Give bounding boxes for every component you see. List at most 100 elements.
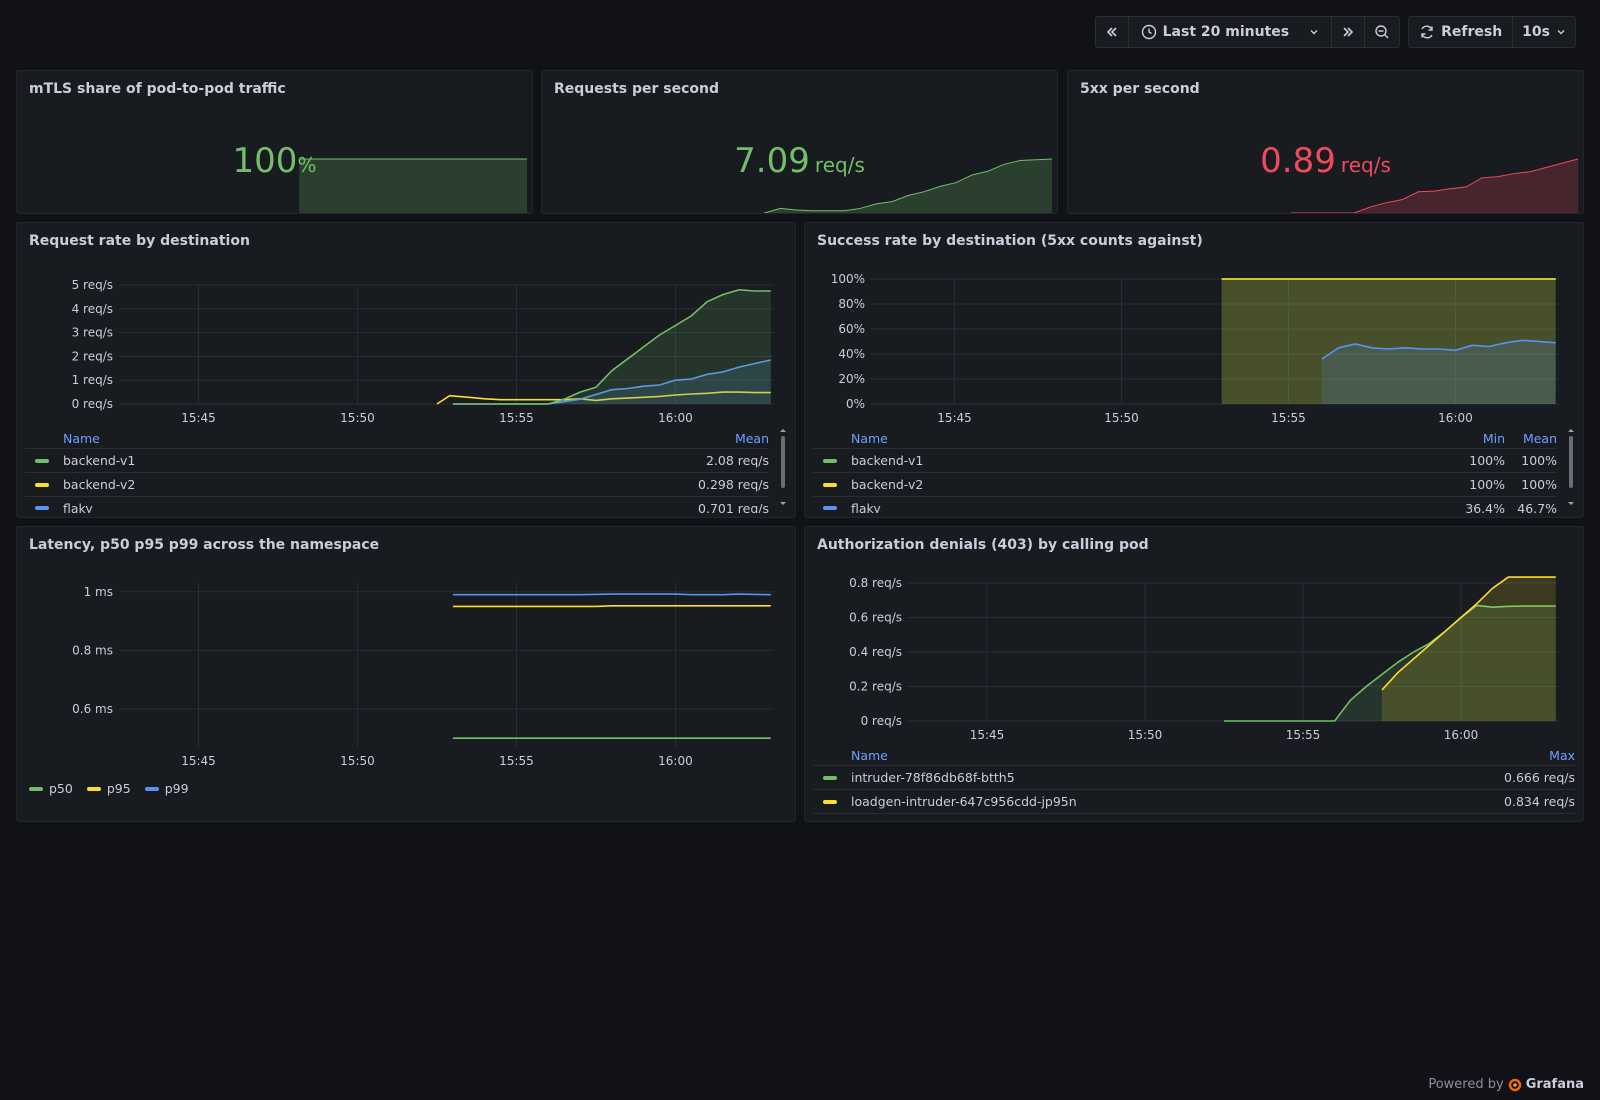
legend-table: Name Max intruder-78f86db68f-btth5 0.666…: [813, 745, 1575, 814]
series-line: [452, 593, 771, 596]
stat-unit: req/s: [814, 153, 865, 177]
legend-header-name[interactable]: Name: [63, 430, 100, 446]
legend-header-mean[interactable]: Mean: [734, 430, 769, 446]
zoom-out-icon: [1375, 25, 1389, 39]
y-tick-label: 0.6 req/s: [849, 611, 902, 625]
panel-success-rate[interactable]: Success rate by destination (5xx counts …: [804, 222, 1584, 518]
zoom-out-button[interactable]: [1365, 17, 1399, 47]
series-name: loadgen-intruder-647c956cdd-jp95n: [851, 794, 1077, 809]
x-tick-label: 16:00: [1444, 728, 1479, 742]
refresh-label: Refresh: [1441, 24, 1503, 40]
series-swatch: [823, 799, 837, 804]
legend-row[interactable]: backend-v2 100% 100%: [813, 472, 1557, 496]
legend-row[interactable]: backend-v1 100% 100%: [813, 448, 1557, 472]
grafana-brand: Grafana: [1525, 1077, 1584, 1092]
series-min: 100%: [1469, 477, 1505, 492]
y-tick-label: 0 req/s: [861, 714, 902, 728]
y-tick-label: 4 req/s: [72, 302, 113, 316]
x-tick-label: 16:00: [658, 754, 693, 768]
panel-title: Latency, p50 p95 p99 across the namespac…: [29, 537, 380, 553]
series-line: [452, 605, 771, 608]
legend-scrollbar[interactable]: [779, 428, 787, 508]
legend-header-name[interactable]: Name: [851, 430, 888, 446]
chevron-double-right-icon: [1343, 27, 1354, 37]
success-rate-chart: 0% 20% 40% 60% 80% 100% 15:45 15:50 15:55 16:00: [831, 272, 1559, 423]
series-name: flaky: [851, 501, 881, 513]
series-mean: 100%: [1521, 453, 1557, 468]
series-mean: 46.7%: [1517, 501, 1557, 513]
refresh-interval-picker[interactable]: 10s: [1513, 17, 1575, 47]
legend-header: Name Max: [813, 745, 1575, 765]
y-tick-label: 0%: [846, 397, 865, 411]
y-tick-label: 0.8 req/s: [849, 576, 902, 590]
series-mean: 0.298 req/s: [698, 477, 769, 492]
legend-row[interactable]: intruder-78f86db68f-btth5 0.666 req/s: [813, 765, 1575, 789]
legend-item[interactable]: p95: [86, 781, 131, 796]
stat-unit: req/s: [1340, 153, 1391, 177]
time-range-picker[interactable]: Last 20 minutes: [1129, 17, 1333, 47]
chevron-double-left-icon: [1106, 27, 1117, 37]
y-tick-label: 100%: [831, 272, 865, 286]
time-range-label: Last 20 minutes: [1162, 24, 1290, 40]
series-line: [1321, 339, 1556, 360]
legend-row[interactable]: backend-v2 0.298 req/s: [25, 472, 769, 496]
panel-title: 5xx per second: [1080, 81, 1200, 97]
legend-table: Name Min Mean backend-v1 100% 100% backe…: [813, 428, 1557, 513]
legend-header-max[interactable]: Max: [1549, 747, 1575, 763]
series-area: [452, 360, 771, 404]
x-tick-label: 15:45: [181, 754, 216, 768]
sparkline: [1290, 158, 1579, 213]
y-tick-label: 20%: [838, 372, 865, 386]
x-tick-label: 15:45: [937, 411, 972, 423]
shift-back-button[interactable]: [1096, 17, 1129, 47]
legend-scrollbar[interactable]: [1567, 428, 1575, 508]
chevron-down-icon: [1310, 30, 1318, 35]
series-area: [1221, 279, 1556, 404]
y-tick-label: 0 req/s: [72, 397, 113, 411]
legend-header-min[interactable]: Min: [1482, 430, 1505, 446]
sparkline-line: [764, 158, 1053, 213]
stat-panel-5xx[interactable]: 5xx per second 0.89 req/s: [1067, 70, 1584, 214]
stat-value: 7.09 req/s: [542, 141, 1057, 181]
series-swatch: [144, 786, 159, 791]
legend-row[interactable]: flaky 36.4% 46.7%: [813, 496, 1557, 513]
shift-forward-button[interactable]: [1332, 17, 1366, 47]
series-name: backend-v1: [851, 453, 924, 468]
series-min: 36.4%: [1465, 501, 1505, 513]
legend-header-name[interactable]: Name: [851, 747, 888, 763]
series-min: 100%: [1469, 453, 1505, 468]
y-tick-label: 0.4 req/s: [849, 645, 902, 659]
refresh-button[interactable]: Refresh: [1409, 17, 1514, 47]
series-name: p95: [106, 781, 131, 796]
series-swatch: [86, 786, 101, 791]
series-swatch: [35, 506, 49, 510]
legend-item[interactable]: p99: [144, 781, 189, 796]
panel-request-rate[interactable]: Request rate by destination 0 req/s 1 req…: [16, 222, 796, 518]
stat-number: 100: [232, 141, 298, 181]
legend-item[interactable]: p50: [29, 781, 73, 796]
powered-by-footer: Powered by Grafana: [1428, 1077, 1584, 1092]
x-tick-label: 15:50: [1128, 728, 1163, 742]
series-line: [1381, 576, 1556, 691]
legend-header: Name Mean: [25, 428, 769, 448]
x-tick-label: 16:00: [1438, 411, 1473, 423]
series-line: [436, 391, 771, 405]
panel-latency[interactable]: Latency, p50 p95 p99 across the namespac…: [16, 526, 796, 822]
legend-row[interactable]: flaky 0.701 req/s: [25, 496, 769, 513]
stat-unit: %: [297, 153, 317, 177]
stat-panel-requests[interactable]: Requests per second 7.09 req/s: [541, 70, 1058, 214]
legend-header-mean[interactable]: Mean: [1522, 430, 1557, 446]
panel-authz-denials[interactable]: Authorization denials (403) by calling p…: [804, 526, 1584, 822]
series-swatch: [823, 482, 837, 487]
legend-row[interactable]: backend-v1 2.08 req/s: [25, 448, 769, 472]
series-name: backend-v2: [851, 477, 924, 492]
legend-row[interactable]: loadgen-intruder-647c956cdd-jp95n 0.834 …: [813, 789, 1575, 814]
stat-number: 0.89: [1260, 141, 1336, 181]
x-tick-label: 15:55: [499, 754, 534, 768]
x-tick-label: 15:45: [970, 728, 1005, 742]
clock-icon: [1141, 24, 1156, 40]
y-tick-label: 80%: [838, 297, 865, 311]
x-tick-label: 15:45: [181, 411, 216, 423]
stat-panel-mtls[interactable]: mTLS share of pod-to-pod traffic 100%: [16, 70, 533, 214]
series-area: [1321, 340, 1556, 404]
